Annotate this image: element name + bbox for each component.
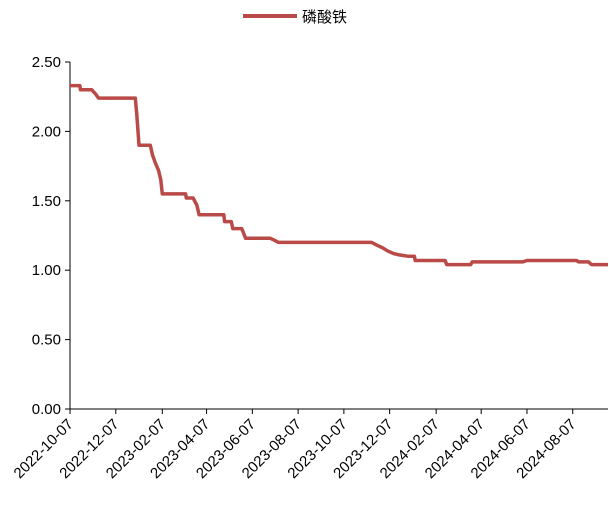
y-tick-label: 2.50	[32, 54, 61, 71]
y-tick-label: 0.00	[32, 401, 61, 418]
legend: 磷酸铁	[243, 8, 347, 26]
plot-area	[70, 83, 608, 267]
series-line-0	[70, 83, 608, 267]
axes: 0.000.501.001.502.002.502022-10-072022-1…	[11, 54, 608, 482]
y-tick-label: 1.00	[32, 262, 61, 279]
y-tick-label: 0.50	[32, 332, 61, 349]
legend-label: 磷酸铁	[302, 8, 347, 26]
y-tick-label: 1.50	[32, 193, 61, 210]
y-tick-label: 2.00	[32, 123, 61, 140]
